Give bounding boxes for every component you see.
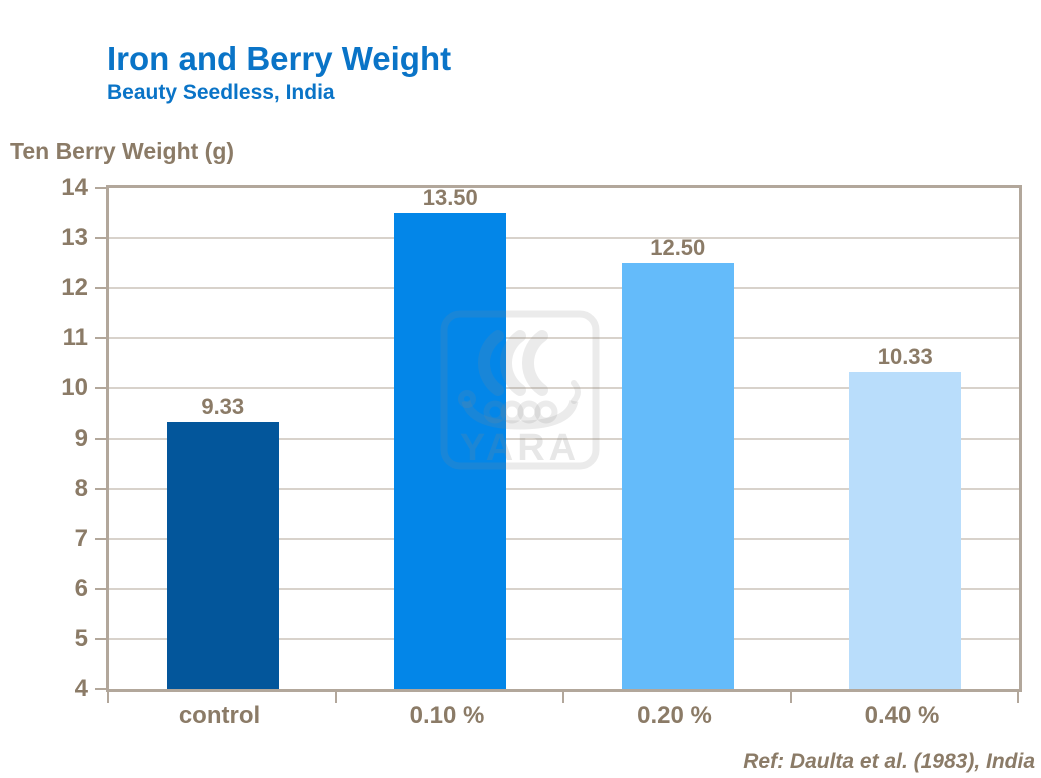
ytick-label-4: 4 (74, 675, 88, 702)
ytick-label-10: 10 (61, 374, 88, 402)
xtick-label-0.20: 0.20 % (637, 702, 712, 729)
xtick-mark-4 (1017, 691, 1019, 703)
bar-value-label: 9.33 (201, 393, 245, 419)
ytick-mark-7 (95, 537, 106, 540)
gridline-7 (109, 537, 1019, 540)
xtick-label-0.10: 0.10 % (409, 702, 485, 729)
ytick-mark-4 (95, 688, 106, 690)
ytick-mark-9 (95, 437, 106, 440)
bar-0.10 (394, 213, 507, 689)
gridline-10 (109, 387, 1019, 390)
gridline-8 (109, 487, 1019, 490)
xtick-mark-0 (107, 691, 109, 703)
reference-text: Ref: Daulta et al. (1983), India (743, 750, 1035, 773)
ytick-label-5: 5 (74, 624, 88, 652)
bar-value-label: 10.33 (877, 343, 933, 369)
xtick-mark-1 (334, 691, 337, 703)
ytick-label-8: 8 (74, 474, 88, 502)
ytick-label-14: 14 (61, 174, 88, 201)
xtick-label-control: control (178, 702, 261, 729)
ytick-mark-13 (95, 237, 106, 240)
ytick-label-9: 9 (74, 424, 88, 452)
ytick-label-13: 13 (61, 224, 88, 252)
ytick-label-6: 6 (74, 574, 88, 602)
ytick-mark-14 (95, 187, 106, 189)
ytick-mark-12 (95, 287, 106, 290)
gridline-13 (109, 237, 1019, 240)
ytick-mark-11 (95, 337, 106, 340)
chart-subtitle: Beauty Seedless, India (107, 81, 335, 104)
plot-area: 9.33 13.50 12.50 10.33 (106, 185, 1022, 692)
chart-title: Iron and Berry Weight (107, 40, 452, 77)
xtick-mark-3 (789, 691, 792, 703)
xtick-mark-2 (562, 691, 564, 703)
ytick-mark-5 (95, 637, 106, 640)
gridline-6 (109, 587, 1019, 590)
ytick-label-7: 7 (74, 524, 88, 552)
gridline-12 (109, 287, 1019, 290)
ytick-label-11: 11 (62, 324, 88, 352)
y-axis-title: Ten Berry Weight (g) (10, 138, 235, 164)
bar-control (166, 421, 279, 689)
bar-0.20 (621, 263, 734, 689)
ytick-label-12: 12 (61, 274, 88, 302)
gridline-9 (109, 437, 1019, 440)
bar-value-label: 13.50 (422, 185, 478, 211)
xtick-label-0.40: 0.40 % (864, 702, 940, 729)
chart-header: Iron and Berry Weight Beauty Seedless, I… (107, 40, 451, 105)
gridline-5 (109, 637, 1019, 640)
ytick-mark-10 (95, 387, 106, 390)
gridline-11 (109, 337, 1019, 340)
ytick-mark-8 (95, 487, 106, 490)
bar-0.40 (849, 371, 962, 689)
ytick-mark-6 (95, 587, 106, 590)
bar-value-label: 12.50 (650, 235, 706, 261)
